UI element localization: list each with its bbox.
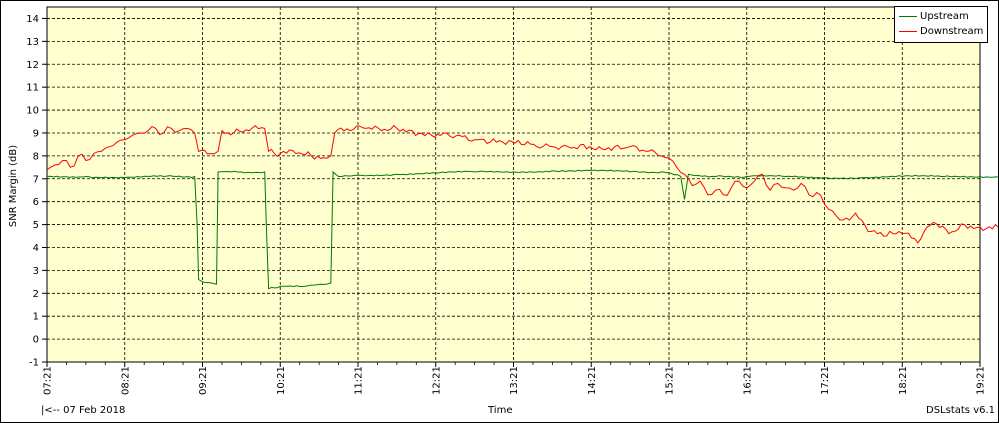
y-tick-label: 11: [26, 83, 39, 94]
x-axis-label: Time: [488, 405, 513, 416]
y-tick-label: 7: [33, 174, 39, 185]
y-tick-label: 10: [26, 106, 39, 117]
legend: Upstream Downstream: [894, 6, 988, 43]
x-tick-label: 08:21: [120, 366, 131, 395]
y-tick-label: 5: [33, 220, 39, 231]
x-tick-label: 09:21: [198, 366, 209, 395]
downstream-swatch: [899, 30, 917, 32]
x-tick-label: 13:21: [509, 366, 520, 395]
x-tick-label: 14:21: [587, 366, 598, 395]
legend-item-upstream: Upstream: [899, 10, 969, 23]
legend-label: Upstream: [920, 11, 969, 22]
x-tick-label: 19:21: [976, 366, 987, 395]
y-tick-label: 12: [26, 60, 39, 71]
legend-label: Downstream: [920, 26, 984, 37]
y-tick-label: 14: [26, 14, 39, 25]
series-line-downstream: [46, 124, 998, 244]
series-line-upstream: [46, 169, 998, 290]
y-tick-label: 4: [33, 243, 39, 254]
x-tick-label: 18:21: [898, 366, 909, 395]
x-tick-label: 07:21: [43, 366, 54, 395]
y-tick-label: 8: [33, 151, 39, 162]
y-tick-label: 1: [33, 312, 39, 323]
x-tick-label: 17:21: [820, 366, 831, 395]
x-tick-label: 16:21: [742, 366, 753, 395]
y-tick-label: 6: [33, 197, 39, 208]
y-axis-label: SNR Margin (dB): [8, 145, 19, 227]
legend-item-downstream: Downstream: [899, 25, 983, 38]
version-label: DSLstats v6.1: [926, 405, 996, 416]
x-tick-label: 10:21: [276, 366, 287, 395]
upstream-swatch: [899, 15, 917, 17]
x-axis-ticks: 07:21 08:21 09:21 10:21 11:21 12:21 13:21 14:21…: [43, 362, 987, 395]
y-tick-label: -1: [29, 358, 39, 369]
series-lines: [46, 124, 998, 290]
x-tick-label: 12:21: [431, 366, 442, 395]
date-label: |<-- 07 Feb 2018: [41, 405, 126, 416]
y-tick-label: 9: [33, 128, 39, 139]
y-tick-label: 13: [26, 37, 39, 48]
x-tick-label: 15:21: [665, 366, 676, 395]
x-tick-label: 11:21: [354, 366, 365, 395]
y-tick-label: 0: [33, 335, 39, 346]
y-tick-label: 3: [33, 266, 39, 277]
y-tick-label: 2: [33, 289, 39, 300]
